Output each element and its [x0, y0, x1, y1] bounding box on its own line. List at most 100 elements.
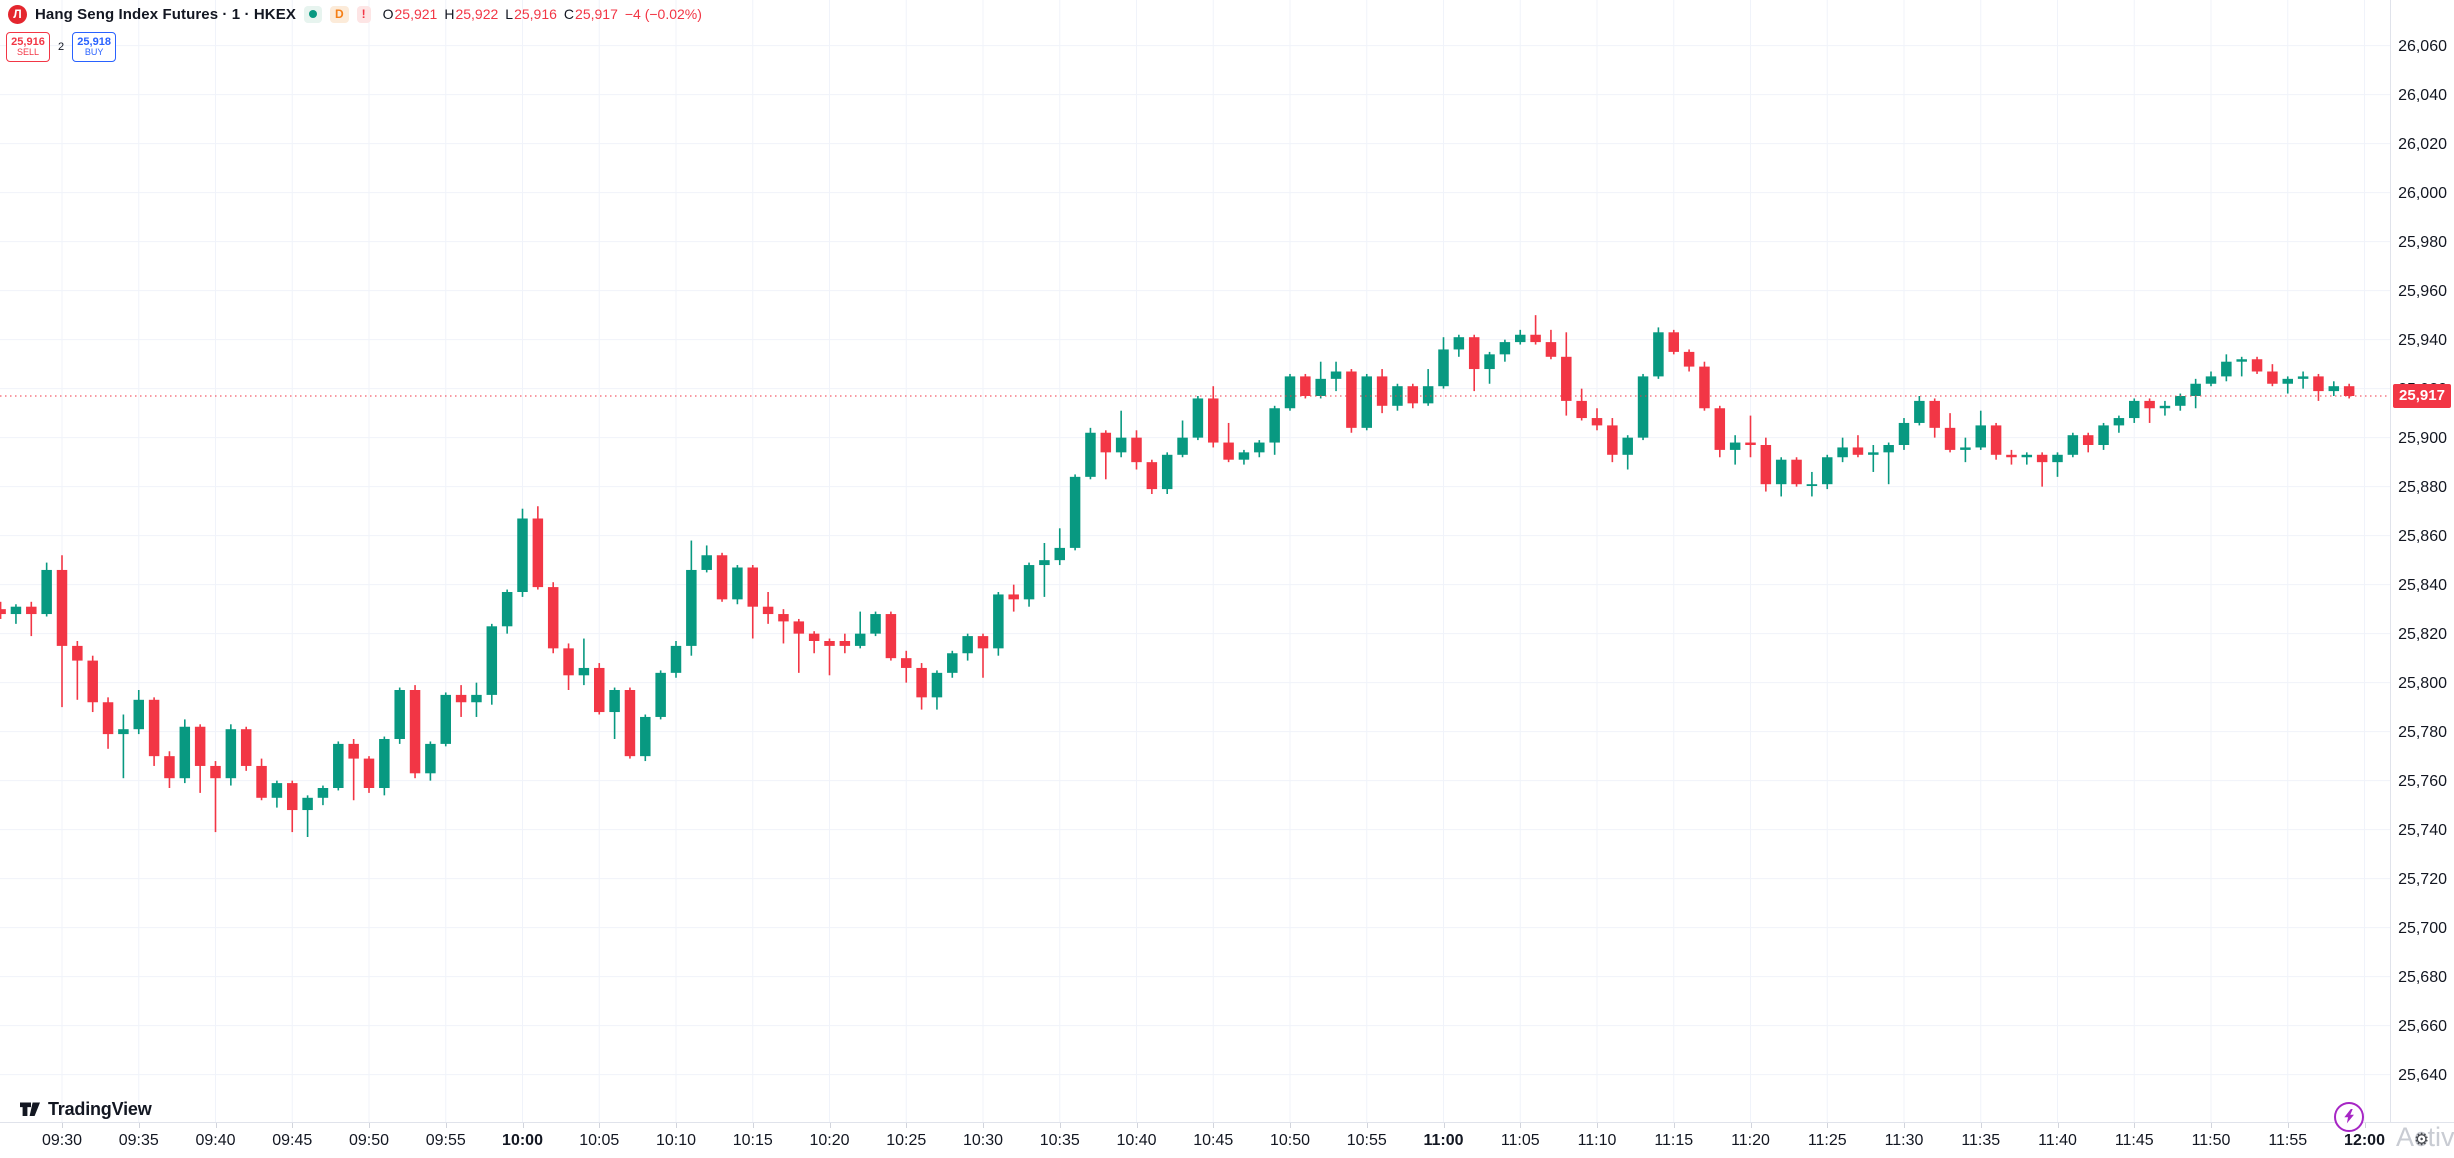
- time-axis-label: 11:50: [2191, 1132, 2231, 1149]
- time-axis-tick: [1980, 1123, 1982, 1128]
- open-value: 25,921: [394, 6, 438, 22]
- change-value: −4 (−0.02%): [624, 6, 702, 22]
- time-axis-label: 11:55: [2268, 1132, 2308, 1149]
- time-axis-label: 10:55: [1346, 1132, 1387, 1149]
- time-axis-label: 09:50: [348, 1132, 390, 1149]
- time-axis-label: 09:55: [425, 1132, 466, 1149]
- time-axis-label: 10:40: [1116, 1132, 1157, 1149]
- time-axis-label: 11:00: [1423, 1132, 1464, 1149]
- low-key: L: [505, 6, 514, 22]
- time-axis-label: 10:35: [1039, 1132, 1080, 1149]
- price-axis-label: 25,720: [2398, 870, 2447, 888]
- sell-price: 25,916: [11, 36, 45, 48]
- time-axis-tick: [445, 1123, 447, 1128]
- time-axis-tick: [138, 1123, 140, 1128]
- time-axis-label: 11:25: [1807, 1132, 1847, 1149]
- spread-value: 2: [58, 41, 65, 53]
- alert-badge[interactable]: !: [356, 5, 371, 23]
- ohlc-readout: O 25,921 H 25,922 L 25,916 C 25,917 −4 (−0.0…: [383, 6, 702, 22]
- time-axis-label: 09:30: [41, 1132, 83, 1149]
- time-axis-tick: [215, 1123, 217, 1128]
- price-axis-label: 25,740: [2398, 821, 2447, 839]
- time-axis-tick: [1366, 1123, 1368, 1128]
- time-axis-tick: [1904, 1123, 1905, 1128]
- price-axis-label: 25,940: [2398, 331, 2447, 349]
- open-key: O: [382, 6, 394, 22]
- low-value: 25,916: [514, 6, 557, 22]
- time-axis-tick: [983, 1123, 984, 1128]
- order-panel: 25,916 SELL 2 25,918 BUY: [6, 32, 117, 62]
- time-axis-label: 11:15: [1654, 1132, 1694, 1149]
- time-axis-label: 10:15: [732, 1132, 773, 1149]
- gear-icon: ⚙: [2414, 1130, 2430, 1149]
- time-axis-label: 10:30: [962, 1132, 1004, 1149]
- tradingview-logo-text: TradingView: [48, 1098, 152, 1119]
- time-axis-label: 10:10: [655, 1132, 697, 1149]
- time-axis-tick: [829, 1123, 831, 1128]
- time-axis-tick: [1213, 1123, 1215, 1128]
- time-axis-tick: [2364, 1123, 2366, 1128]
- time-axis-label: 11:35: [1961, 1132, 2001, 1149]
- time-axis-tick: [1673, 1123, 1675, 1128]
- price-axis-label: 26,060: [2398, 37, 2447, 55]
- price-axis-label: 25,980: [2398, 233, 2447, 251]
- time-axis-tick: [1443, 1123, 1445, 1128]
- time-axis-tick: [2134, 1123, 2136, 1128]
- high-key: H: [444, 6, 455, 22]
- price-axis-label: 25,960: [2398, 282, 2447, 300]
- time-axis-label: 11:10: [1577, 1132, 1617, 1149]
- time-axis-tick: [2211, 1123, 2212, 1128]
- market-status-pill: [303, 5, 322, 23]
- price-axis-label: 25,700: [2398, 919, 2447, 937]
- sell-button[interactable]: 25,916 SELL: [6, 32, 50, 62]
- time-axis-label: 10:50: [1269, 1132, 1311, 1149]
- delayed-data-badge[interactable]: D: [329, 5, 349, 23]
- time-axis-tick: [1597, 1123, 1598, 1128]
- time-axis-label: 10:05: [579, 1132, 620, 1149]
- time-axis-tick: [1136, 1123, 1138, 1128]
- tradingview-mark-icon: [20, 1102, 40, 1116]
- buy-label: BUY: [84, 47, 104, 58]
- time-axis-tick: [522, 1123, 524, 1128]
- instant-order-button[interactable]: [2334, 1102, 2364, 1132]
- time-axis-tick: [599, 1123, 601, 1128]
- time-axis-tick: [369, 1123, 370, 1128]
- time-axis-tick: [2057, 1123, 2059, 1128]
- buy-price: 25,918: [77, 36, 111, 48]
- lightning-icon: [2344, 1109, 2354, 1124]
- time-axis-tick: [1290, 1123, 1291, 1128]
- chart-canvas[interactable]: [0, 0, 2390, 1122]
- high-value: 25,922: [455, 6, 499, 22]
- time-axis-tick: [752, 1123, 754, 1128]
- tradingview-logo[interactable]: TradingView: [18, 1097, 152, 1121]
- time-axis-tick: [1750, 1123, 1752, 1128]
- time-axis-label: 11:05: [1500, 1132, 1540, 1149]
- symbol-header: Л Hang Seng Index Futures · 1 · HKEX D !…: [8, 3, 702, 25]
- price-axis-label: 26,000: [2398, 184, 2447, 202]
- time-axis-tick: [62, 1123, 63, 1128]
- price-axis-label: 25,860: [2398, 527, 2447, 545]
- os-activation-watermark: Activa: [2396, 1122, 2454, 1152]
- time-axis-tick: [1520, 1123, 1522, 1128]
- time-axis-label: 12:00: [2344, 1132, 2385, 1149]
- time-axis[interactable]: 09:30 09:35 09:40 09:45 09:50 09:55 10:00 10:05…: [0, 1122, 2454, 1158]
- price-axis-label: 25,840: [2398, 576, 2447, 594]
- price-axis-label: 25,820: [2398, 625, 2447, 643]
- price-axis-label: 26,040: [2398, 86, 2447, 104]
- close-value: 25,917: [575, 6, 618, 22]
- candlestick-chart: [0, 0, 2390, 1122]
- market-open-dot-icon: [308, 10, 317, 18]
- time-axis-label: 09:45: [272, 1132, 313, 1149]
- buy-button[interactable]: 25,918 BUY: [72, 32, 117, 62]
- close-key: C: [563, 6, 575, 22]
- time-axis-label: 09:35: [118, 1132, 159, 1149]
- time-axis-tick: [1827, 1123, 1829, 1128]
- sell-label: SELL: [16, 47, 40, 58]
- symbol-title[interactable]: Hang Seng Index Futures · 1 · HKEX: [35, 5, 296, 23]
- price-axis[interactable]: 25,640 25,660 25,680 25,700 25,720 25,740 25,7…: [2390, 0, 2454, 1122]
- time-axis-label: 10:00: [502, 1132, 543, 1149]
- time-axis-tick: [292, 1123, 294, 1128]
- symbol-logo-icon: Л: [8, 4, 27, 24]
- price-axis-label: 25,680: [2398, 968, 2447, 986]
- time-axis-label: 11:20: [1731, 1132, 1770, 1149]
